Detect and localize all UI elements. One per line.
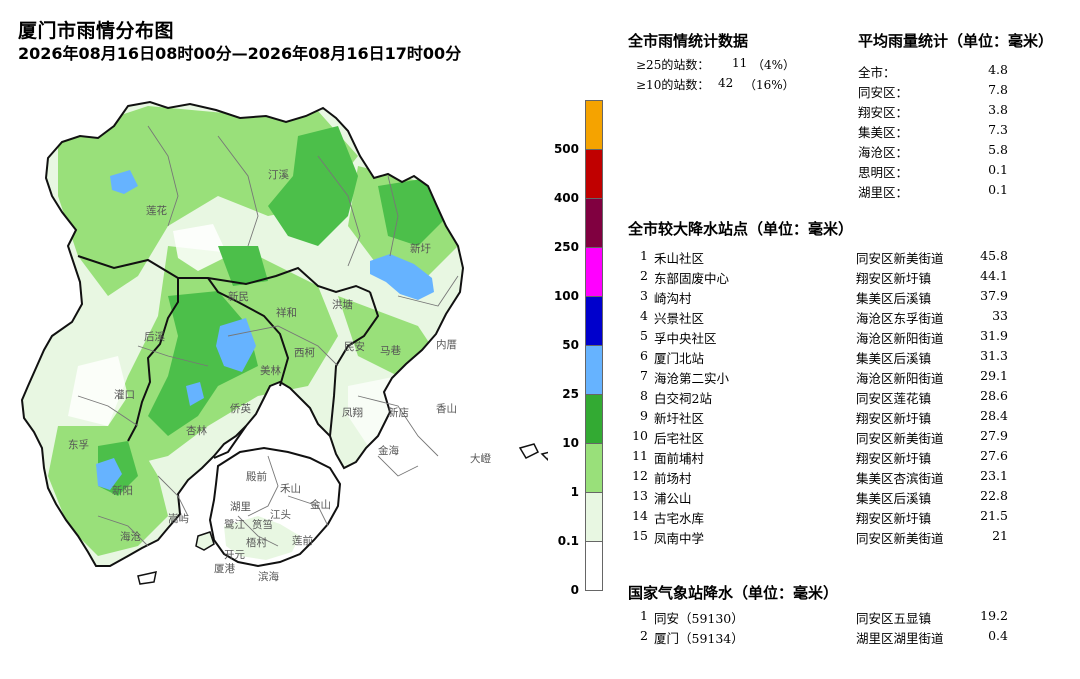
place-label: 开元	[224, 549, 245, 561]
station-row: 14 古宅水库 翔安区新圩镇 21.5	[632, 508, 1008, 526]
place-label: 江头	[270, 509, 291, 521]
place-label: 金海	[378, 444, 399, 457]
legend-swatch	[585, 149, 603, 199]
place-label: 马巷	[380, 345, 401, 357]
place-label: 嵩屿	[168, 513, 189, 525]
place-label: 筼筜	[252, 518, 273, 531]
stats-title: 全市雨情统计数据	[628, 32, 749, 50]
place-label: 凤翔	[342, 406, 363, 419]
place-label: 莲前	[292, 534, 313, 547]
place-label: 东孚	[68, 438, 89, 451]
place-label: 侨英	[230, 402, 251, 415]
place-label: 滨海	[258, 570, 279, 583]
station-row: 3 崎沟村 集美区后溪镇 37.9	[640, 288, 1008, 306]
station-row: 2 厦门（59134） 湖里区湖里街道 0.4	[640, 628, 1008, 646]
national-title: 国家气象站降水（单位：毫米）	[628, 584, 839, 602]
station-row: 10 后宅社区 同安区新美街道 27.9	[632, 428, 1008, 446]
station-row: 9 新圩社区 翔安区新圩镇 28.4	[640, 408, 1008, 426]
station-row: 4 兴景社区 海沧区东孚街道 33	[640, 308, 1008, 326]
legend-swatch	[585, 492, 603, 542]
place-label: 厦港	[214, 563, 235, 575]
place-label: 禾山	[280, 483, 301, 495]
place-label: 莲花	[146, 204, 167, 217]
rainfall-map: 汀溪 莲花 新圩 新民 祥和 洪塘 后溪 西柯 民安 马巷 内厝 灌口 美林 凤…	[21, 101, 548, 585]
top-stations-title: 全市较大降水站点（单位：毫米）	[628, 220, 854, 238]
avg-row: 全市： 4.8	[858, 62, 1008, 80]
legend-label: 10	[562, 436, 579, 450]
place-label: 大嶝	[470, 452, 491, 465]
avg-title: 平均雨量统计（单位：毫米）	[858, 32, 1054, 50]
legend-swatch	[585, 296, 603, 346]
map-title: 厦门市雨情分布图	[18, 20, 175, 42]
station-row: 15 凤南中学 同安区新美街道 21	[632, 528, 1008, 546]
place-label: 梧村	[246, 536, 267, 549]
legend-label: 0	[570, 583, 579, 597]
station-row: 13 浦公山 集美区后溪镇 22.8	[632, 488, 1008, 506]
place-label: 鹭江	[224, 519, 245, 531]
legend-label: 250	[553, 240, 579, 254]
place-label: 汀溪	[268, 169, 289, 181]
avg-row: 思明区： 0.1	[858, 162, 1008, 180]
place-label: 民安	[344, 340, 365, 353]
avg-row: 海沧区： 5.8	[858, 142, 1008, 160]
legend-label: 500	[553, 142, 579, 156]
legend-label: 100	[553, 289, 579, 303]
legend-swatch	[585, 443, 603, 493]
place-label: 金山	[310, 498, 331, 511]
station-row: 1 同安（59130） 同安区五显镇 19.2	[640, 608, 1008, 626]
place-label: 后溪	[144, 331, 165, 343]
station-row: 2 东部固废中心 翔安区新圩镇 44.1	[640, 268, 1008, 286]
legend-swatch	[585, 345, 603, 395]
place-label: 内厝	[436, 338, 457, 351]
color-legend: 500 400 250 100 50 25 10 1 0.1 0	[554, 100, 605, 597]
place-label: 新民	[228, 290, 249, 303]
legend-label: 50	[562, 338, 579, 352]
legend-label: 0.1	[557, 534, 579, 548]
station-row: 11 面前埔村 翔安区新圩镇 27.6	[632, 448, 1008, 466]
place-label: 祥和	[276, 306, 297, 319]
place-label: 海沧	[120, 530, 141, 543]
place-label: 新阳	[112, 484, 133, 497]
place-label: 湖里	[230, 501, 251, 513]
avg-row: 翔安区： 3.8	[858, 102, 1008, 120]
avg-row: 湖里区： 0.1	[858, 182, 1008, 200]
place-label: 新圩	[410, 242, 431, 255]
station-row: 1 禾山社区 同安区新美街道 45.8	[640, 248, 1008, 266]
legend-swatch	[585, 541, 603, 591]
stats-row: ≥10的站数： 42 （16%）	[636, 76, 795, 92]
legend-label: 25	[562, 387, 579, 401]
place-label: 洪塘	[332, 298, 353, 311]
place-label: 香山	[436, 403, 457, 415]
station-row: 8 白交祠2站 同安区莲花镇 28.6	[640, 388, 1008, 406]
station-row: 6 厦门北站 集美区后溪镇 31.3	[640, 348, 1008, 366]
place-label: 美林	[260, 364, 281, 377]
legend-label: 1	[570, 485, 579, 499]
legend-swatch	[585, 394, 603, 444]
station-row: 7 海沧第二实小 海沧区新阳街道 29.1	[640, 368, 1008, 386]
place-label: 殿前	[246, 470, 267, 483]
legend-swatch	[585, 100, 603, 150]
time-range: 2026年08月16日08时00分—2026年08月16日17时00分	[18, 44, 462, 63]
avg-row: 集美区： 7.3	[858, 122, 1008, 140]
legend-label: 400	[553, 191, 579, 205]
place-label: 灌口	[114, 389, 135, 401]
place-label: 杏林	[186, 424, 207, 437]
place-label: 西柯	[294, 346, 315, 359]
station-row: 12 前场村 集美区杏滨街道 23.1	[632, 468, 1008, 486]
legend-swatch	[585, 247, 603, 297]
legend-swatch	[585, 198, 603, 248]
avg-row: 同安区： 7.8	[858, 82, 1008, 100]
station-row: 5 孚中央社区 海沧区新阳街道 31.9	[640, 328, 1008, 346]
place-label: 新店	[388, 406, 409, 419]
stats-row: ≥25的站数： 11 （4%）	[636, 56, 796, 72]
